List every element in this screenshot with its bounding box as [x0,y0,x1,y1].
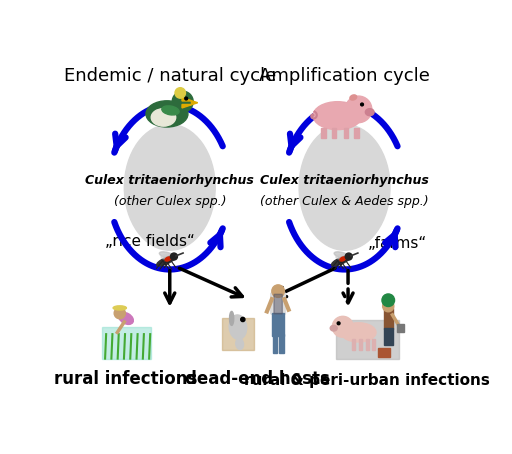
Bar [272,334,278,353]
Ellipse shape [299,124,390,250]
Text: Culex tritaeniorhynchus: Culex tritaeniorhynchus [86,174,254,187]
Ellipse shape [341,323,376,342]
Text: rural infections: rural infections [54,370,198,388]
Ellipse shape [331,256,351,266]
Circle shape [185,97,187,100]
Bar [378,348,390,357]
Text: dead-end hosts: dead-end hosts [185,370,330,388]
Circle shape [114,307,125,319]
Circle shape [272,285,285,297]
Ellipse shape [340,257,346,261]
Circle shape [360,103,364,106]
Circle shape [241,317,245,321]
Bar [366,340,369,350]
Bar [336,320,399,359]
Circle shape [337,322,340,325]
Bar [352,340,355,350]
Ellipse shape [124,124,215,250]
Ellipse shape [334,252,349,258]
Bar [279,334,284,353]
Circle shape [175,88,185,98]
Ellipse shape [229,311,234,326]
Bar [222,318,253,350]
Ellipse shape [159,252,175,258]
Ellipse shape [236,338,244,350]
Circle shape [345,96,372,123]
Text: (other Culex spp.): (other Culex spp.) [114,195,226,208]
Bar [384,308,393,329]
Ellipse shape [146,101,188,127]
Bar [332,128,336,138]
Text: (other Culex & Aedes spp.): (other Culex & Aedes spp.) [260,195,429,208]
Ellipse shape [366,109,374,116]
Bar [101,327,151,359]
Bar [321,128,326,138]
Text: Culex tritaeniorhynchus: Culex tritaeniorhynchus [260,174,429,187]
Bar [384,328,393,345]
FancyArrow shape [182,98,198,108]
Ellipse shape [151,109,176,126]
Bar [372,340,375,350]
Ellipse shape [165,257,171,261]
Text: Amplification cycle: Amplification cycle [259,67,430,85]
Circle shape [382,301,394,312]
Bar [358,340,362,350]
Ellipse shape [162,106,179,115]
FancyBboxPatch shape [274,294,282,314]
Ellipse shape [119,312,133,325]
Ellipse shape [313,102,362,130]
Ellipse shape [157,256,176,266]
Ellipse shape [229,315,247,339]
Text: „rice fields“: „rice fields“ [105,234,195,249]
Text: Endemic / natural cycle: Endemic / natural cycle [63,67,276,85]
Bar [354,128,359,138]
Bar [272,313,285,336]
Ellipse shape [330,326,337,331]
Ellipse shape [161,254,175,259]
Circle shape [345,253,352,260]
Circle shape [170,253,178,260]
Ellipse shape [336,254,350,259]
Bar [344,128,348,138]
FancyBboxPatch shape [271,293,286,314]
Ellipse shape [350,95,357,100]
Circle shape [382,294,395,306]
Ellipse shape [113,306,126,310]
Bar [397,324,403,332]
Text: rural & peri-urban infections: rural & peri-urban infections [244,373,490,388]
Circle shape [172,91,193,112]
Text: „farms“: „farms“ [367,236,426,251]
Circle shape [332,316,353,337]
